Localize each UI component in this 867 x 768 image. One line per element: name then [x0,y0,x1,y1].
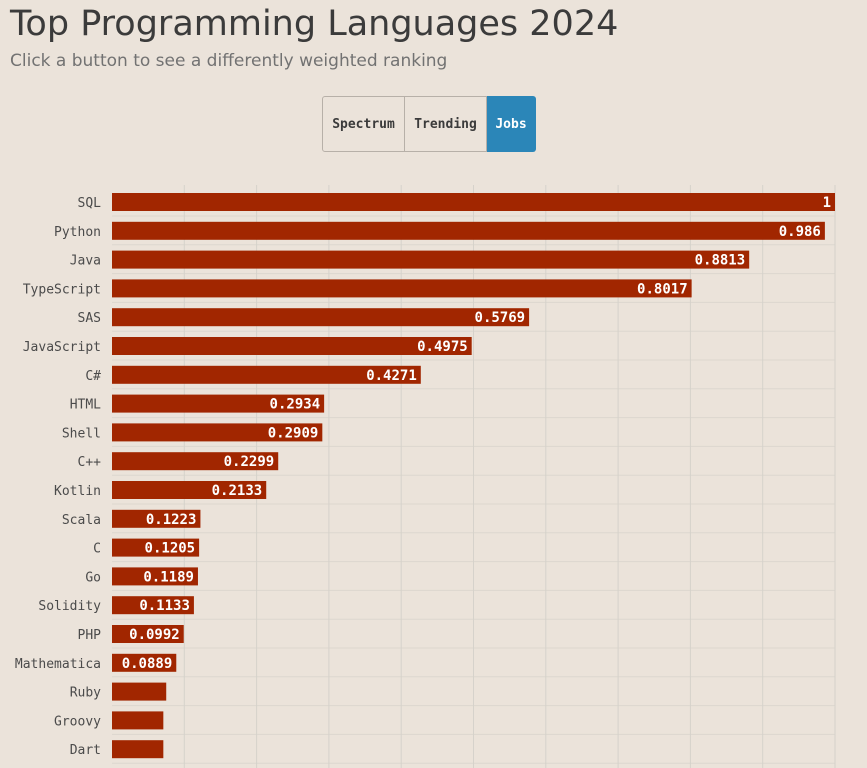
category-label: Python [54,225,101,240]
category-label: C++ [78,455,102,470]
data-label: 0.0889 [122,656,173,672]
category-label: SQL [78,196,102,211]
category-label: Go [85,570,101,585]
data-label: 0.986 [779,224,821,240]
data-label: 0.2909 [268,425,319,441]
spectrum-button[interactable]: Spectrum [322,96,405,152]
data-label: 0.1133 [139,598,190,614]
bar [112,221,825,240]
category-label: SAS [78,311,101,326]
bar [112,682,167,701]
category-label: PHP [78,628,102,643]
data-label: 0.2299 [224,454,275,470]
category-label: HTML [70,398,101,413]
ranking-button-group: Spectrum Trending Jobs [322,96,536,152]
bar [112,567,198,586]
data-label: 1 [823,195,831,211]
data-label: 0.1223 [146,512,197,528]
jobs-button[interactable]: Jobs [487,96,536,152]
category-label: Ruby [70,686,101,701]
category-label: JavaScript [23,340,101,355]
category-label: Groovy [54,714,101,729]
bar [112,308,530,327]
data-label: 0.0992 [129,627,180,643]
bar [112,337,472,355]
category-label: TypeScript [23,282,101,297]
bar [112,538,200,557]
bar [112,596,194,615]
category-label: C# [85,369,101,384]
data-label: 0.2934 [270,397,321,413]
page-subtitle: Click a button to see a differently weig… [10,51,448,71]
data-label: 0.5769 [475,310,526,326]
category-label: C [93,542,101,557]
data-label: 0.4271 [366,368,417,384]
bar [112,653,177,672]
bar [112,394,325,413]
data-label: 0.1205 [145,541,196,557]
data-label: 0.1189 [143,569,194,585]
category-label: Shell [62,426,101,441]
category-label: Java [70,254,101,269]
data-label: 0.4975 [417,339,468,355]
bar [112,452,279,471]
bar [112,423,323,442]
data-label: 0.8813 [695,253,746,269]
bar [112,250,750,269]
page-title: Top Programming Languages 2024 [10,4,619,44]
bar [112,625,184,643]
bar [112,279,692,298]
bar [112,193,835,211]
bar [112,365,421,384]
bar [112,711,164,730]
category-label: Solidity [38,599,101,614]
data-label: 0.2133 [212,483,263,499]
category-label: Mathematica [15,657,101,672]
bar [112,481,267,499]
bar [112,740,164,759]
trending-button[interactable]: Trending [405,96,487,152]
category-label: Scala [62,513,101,528]
bar [112,509,201,528]
category-label: Dart [70,743,101,758]
category-label: Kotlin [54,484,101,499]
data-label: 0.8017 [637,281,688,297]
